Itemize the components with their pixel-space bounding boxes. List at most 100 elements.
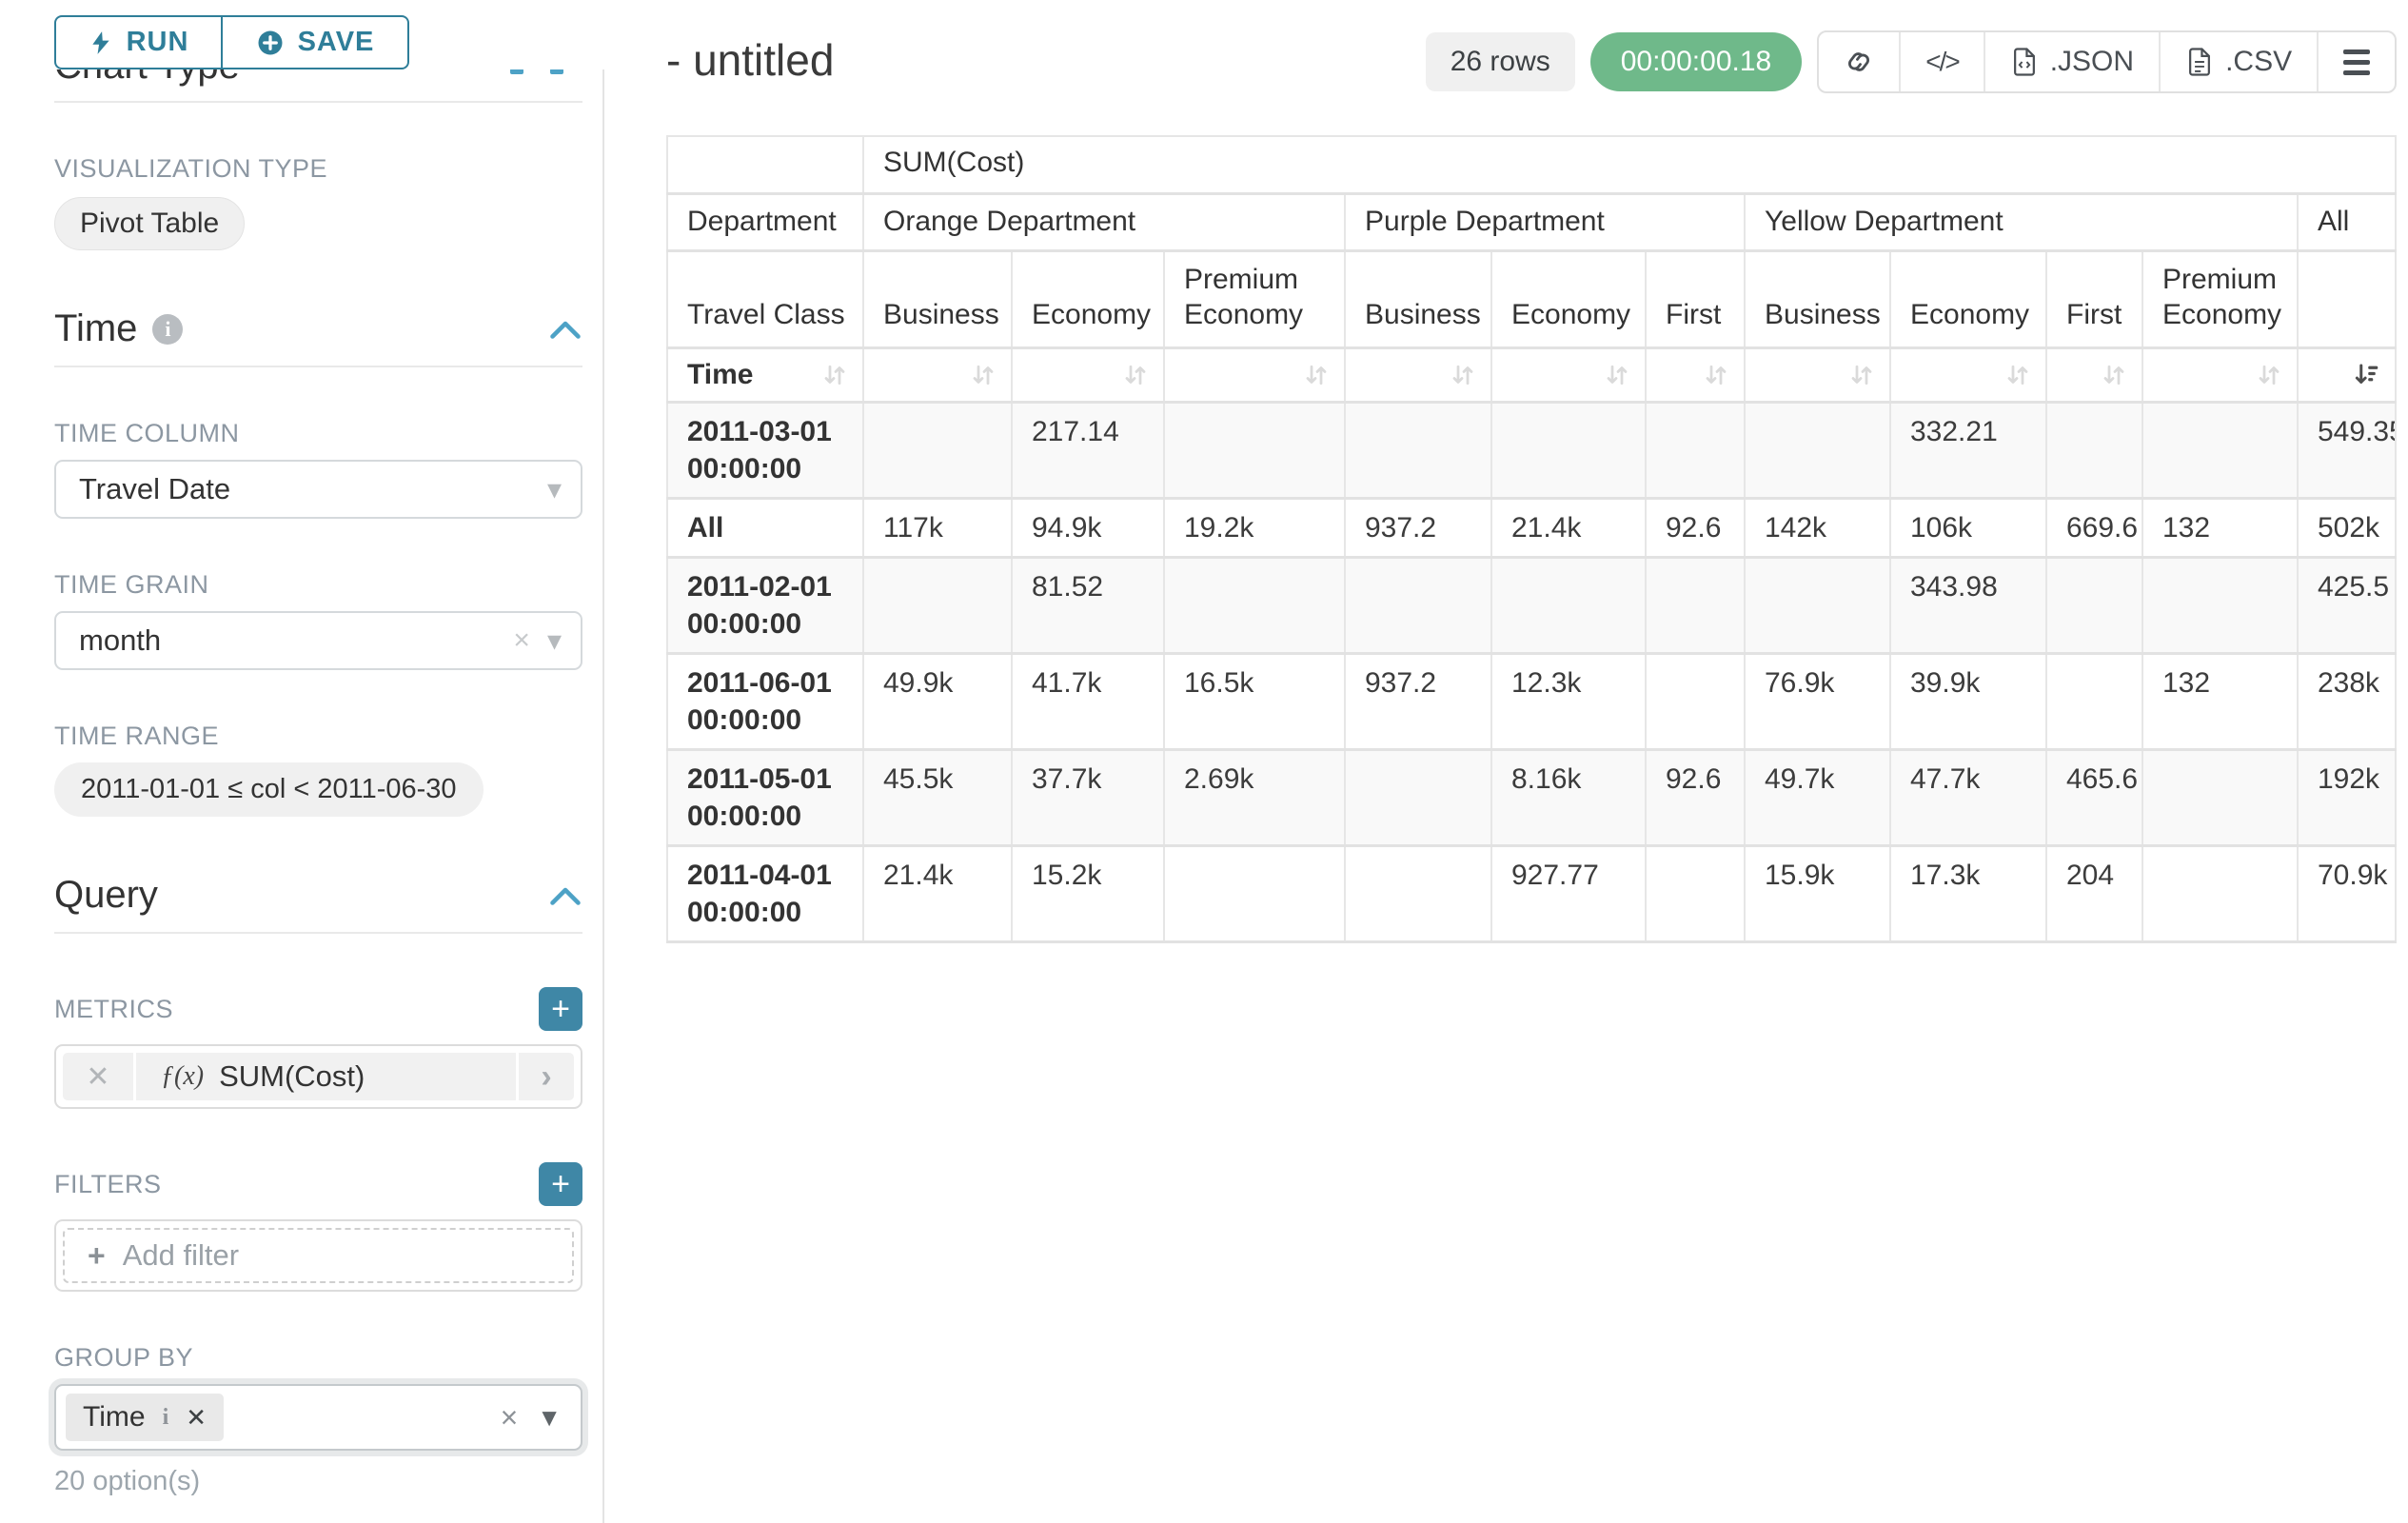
sort-arrows-icon[interactable] [1449,361,1477,389]
time-column-select[interactable]: Travel Date ▾ [54,460,582,519]
pivot-table-container: SUM(Cost) Department Orange Department Purp… [666,135,2398,943]
pivot-class-header: Business [1745,250,1891,349]
sort-arrows-icon[interactable] [820,361,849,389]
time-grain-label: TIME GRAIN [54,570,209,599]
add-filter-dropzone[interactable]: + Add filter [63,1228,574,1283]
caret-down-icon: ▾ [546,624,562,657]
pivot-cell [1646,557,1746,655]
row-count-badge: 26 rows [1425,32,1575,91]
sort-arrows-icon[interactable] [969,361,997,389]
add-metric-button[interactable]: + [539,987,582,1031]
plus-circle-icon [258,30,283,54]
pivot-cell: 132 [2142,498,2299,559]
copy-link-button[interactable] [1819,32,1902,91]
pivot-cell: 70.9k [2298,845,2398,943]
export-csv-button[interactable]: .CSV [2161,32,2319,91]
time-section-title: Time [54,307,138,349]
pivot-cell: 15.9k [1745,845,1891,943]
caret-down-icon: ▾ [546,473,562,505]
pivot-row-header: 2011-03-01 00:00:00 [666,402,864,500]
pivot-sort-cell [2046,347,2143,404]
pivot-cell: 49.7k [1745,749,1891,847]
chevron-up-icon[interactable] [548,316,582,343]
add-filter-button[interactable]: + [539,1162,582,1206]
visualization-type-label: VISUALIZATION TYPE [54,154,328,183]
lightning-bolt-icon [91,30,109,54]
metric-chip[interactable]: ƒ(x) SUM(Cost) [136,1053,516,1100]
visualization-type-value[interactable]: Pivot Table [54,197,246,250]
pivot-cell [1164,402,1346,500]
chevron-right-icon[interactable]: › [519,1053,574,1100]
pivot-cell: 669.6 [2046,498,2143,559]
sort-arrows-icon[interactable] [1702,361,1730,389]
pivot-col-dim-label: Travel Class [666,250,864,349]
sort-arrows-icon[interactable] [2100,361,2128,389]
metrics-box: ✕ ƒ(x) SUM(Cost) › [54,1044,582,1109]
pivot-row-header: 2011-06-01 00:00:00 [666,653,864,751]
time-range-value[interactable]: 2011-01-01 ≤ col < 2011-06-30 [54,762,484,817]
divider [54,101,582,103]
chart-title[interactable]: - untitled [666,35,835,85]
pivot-cell: 2.69k [1164,749,1346,847]
remove-metric-icon[interactable]: ✕ [63,1053,133,1100]
run-button-label: RUN [126,27,189,57]
pivot-sort-cell [2142,347,2299,404]
pivot-time-header: Time [666,347,864,404]
pivot-cell: 937.2 [1345,653,1492,751]
run-button[interactable]: RUN [54,15,222,69]
save-button[interactable]: SAVE [222,15,409,69]
clear-icon[interactable]: × [513,624,530,656]
pivot-cell [1345,557,1492,655]
pivot-cell [1491,557,1647,655]
sort-arrows-icon[interactable] [1847,361,1876,389]
pivot-cell: 937.2 [1345,498,1492,559]
pivot-department-header: All [2298,193,2398,252]
sort-descending-icon[interactable] [2353,361,2381,389]
pivot-cell [1745,402,1891,500]
pivot-cell [1646,402,1746,500]
pivot-cell: 217.14 [1012,402,1165,500]
embed-code-button[interactable]: </> [1901,32,1985,91]
time-grain-select[interactable]: month × ▾ [54,611,582,670]
pivot-sort-cell [1745,347,1891,404]
pivot-cell [1345,845,1492,943]
chevron-up-icon[interactable] [548,882,582,909]
query-timer-badge: 00:00:00.18 [1589,32,1803,91]
pivot-cell: 15.2k [1012,845,1165,943]
file-text-icon [2189,48,2211,76]
pivot-cell [1646,653,1746,751]
sort-arrows-icon[interactable] [1603,361,1631,389]
pivot-cell: 132 [2142,653,2299,751]
pivot-class-header: Business [863,250,1013,349]
pivot-cell: 21.4k [1491,498,1647,559]
export-json-label: .JSON [2049,46,2135,77]
pivot-cell: 549.35 [2298,402,2398,500]
pivot-data-row: 2011-06-01 00:00:00 49.9k 41.7k 16.5k 937.2 1… [666,653,2398,751]
export-json-button[interactable]: .JSON [1985,32,2161,91]
add-filter-label: Add filter [122,1238,240,1272]
pivot-row-dim-label: Department [666,193,864,252]
sort-arrows-icon[interactable] [2003,361,2032,389]
sort-arrows-icon[interactable] [2255,361,2283,389]
pivot-cell: 465.6 [2046,749,2143,847]
clear-all-icon[interactable]: × [500,1399,519,1434]
pivot-department-header: Orange Department [863,193,1346,252]
group-by-chip[interactable]: Time i ✕ [66,1394,225,1441]
pivot-cell: 47.7k [1890,749,2047,847]
sort-arrows-icon[interactable] [1302,361,1331,389]
menu-button[interactable] [2319,32,2395,91]
pivot-cell: 17.3k [1890,845,2047,943]
pivot-cell: 238k [2298,653,2398,751]
pivot-cell: 332.21 [1890,402,2047,500]
pivot-cell: 502k [2298,498,2398,559]
pivot-cell: 39.9k [1890,653,2047,751]
sort-arrows-icon[interactable] [1121,361,1150,389]
group-by-select[interactable]: Time i ✕ × ▼ [54,1384,582,1451]
pivot-data-row: 2011-02-01 00:00:00 81.52 343.98 425.5 [666,557,2398,655]
time-section-header: Time i [54,307,582,350]
caret-down-icon[interactable]: ▼ [537,1402,562,1432]
pivot-cell [1164,557,1346,655]
pivot-cell [1491,402,1647,500]
remove-chip-icon[interactable]: ✕ [186,1402,207,1432]
